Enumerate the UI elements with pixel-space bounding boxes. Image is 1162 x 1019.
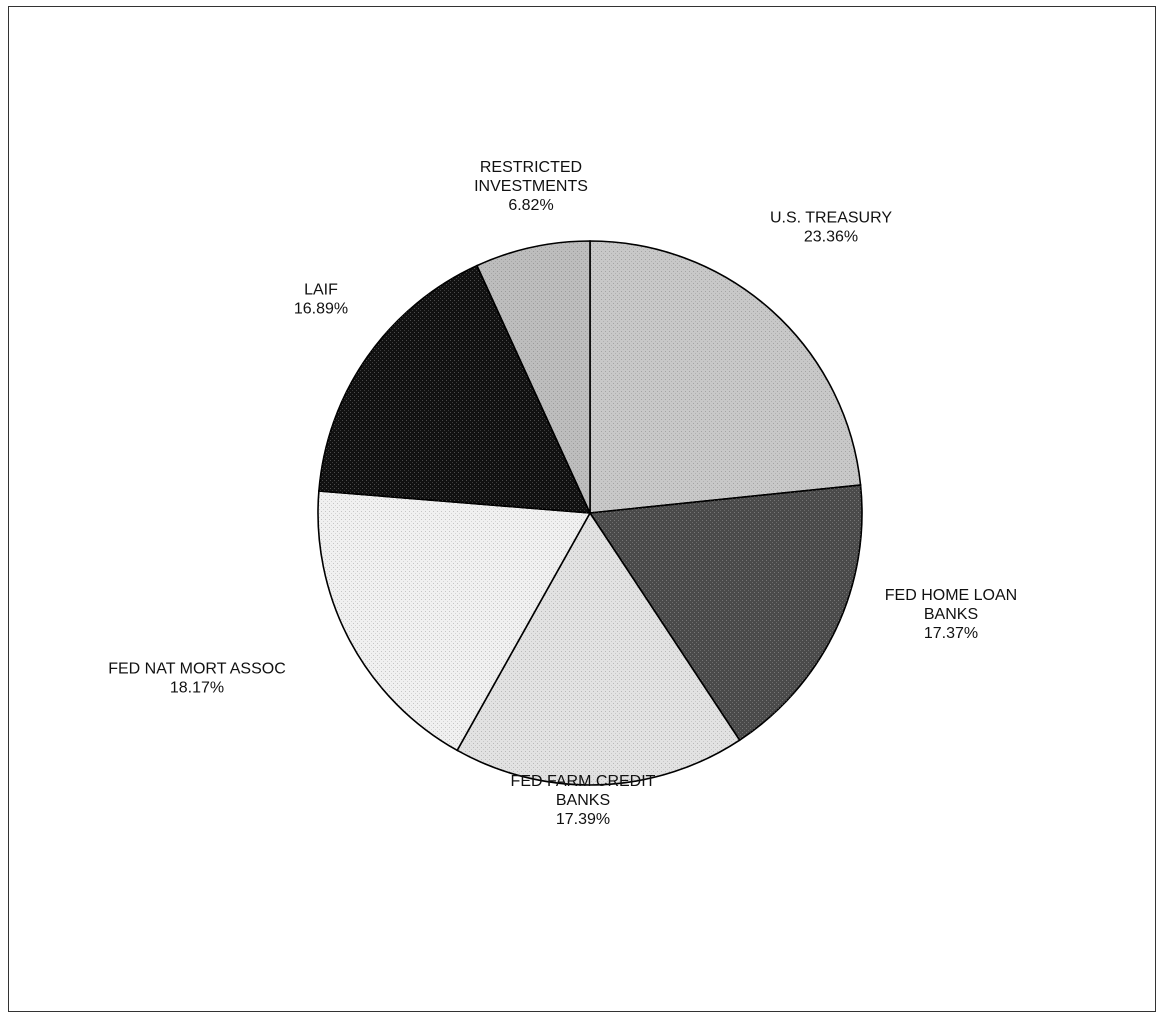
slice-name-label: RESTRICTED xyxy=(480,159,582,176)
slice-label: FED NAT MORT ASSOC 18.17% xyxy=(108,661,286,697)
slice-percent-label: 17.39% xyxy=(556,811,610,828)
pie-slice-6 xyxy=(475,240,591,514)
slice-name-label: FED FARM CREDIT xyxy=(511,773,656,790)
slice-percent-label: 17.37% xyxy=(924,625,978,642)
pie-slices xyxy=(317,240,863,786)
slice-name-label: LAIF xyxy=(304,282,338,299)
pie-chart: U.S. TREASURY 23.36% FED HOME LOAN BANKS 17.… xyxy=(108,159,1017,828)
pie-slice-5 xyxy=(318,264,592,514)
pie-slice-texture xyxy=(318,265,590,513)
slice-label: RESTRICTED INVESTMENTS 6.82% xyxy=(474,159,588,214)
chart-frame: U.S. TREASURY 23.36% FED HOME LOAN BANKS 17.… xyxy=(8,6,1156,1012)
slice-label: FED HOME LOAN BANKS 17.37% xyxy=(885,587,1017,642)
slice-name-label: FED HOME LOAN xyxy=(885,587,1017,604)
pie-slice-1 xyxy=(589,240,862,514)
slice-label: FED FARM CREDIT BANKS 17.39% xyxy=(511,773,656,828)
slice-percent-label: 6.82% xyxy=(508,197,553,214)
slice-name-label: U.S. TREASURY xyxy=(770,210,892,227)
pie-slice-texture xyxy=(457,513,740,785)
slice-name-label: BANKS xyxy=(556,792,610,809)
slice-name-label: FED NAT MORT ASSOC xyxy=(108,661,286,678)
slice-percent-label: 16.89% xyxy=(294,301,348,318)
pie-slice-2 xyxy=(588,484,863,742)
pie-slice-texture xyxy=(317,490,590,751)
pie-slice-3 xyxy=(456,511,741,786)
pie-slice-texture xyxy=(476,241,590,513)
slice-label: U.S. TREASURY 23.36% xyxy=(770,210,892,246)
slice-label: LAIF 16.89% xyxy=(294,282,348,318)
pie-labels: U.S. TREASURY 23.36% FED HOME LOAN BANKS 17.… xyxy=(108,159,1017,828)
pie-slice-texture xyxy=(590,485,863,741)
slice-percent-label: 18.17% xyxy=(170,680,224,697)
slice-percent-label: 23.36% xyxy=(804,229,858,246)
slice-name-label: INVESTMENTS xyxy=(474,178,588,195)
slice-name-label: BANKS xyxy=(924,606,978,623)
pie-slice-4 xyxy=(317,490,592,752)
pie-slice-texture xyxy=(590,241,861,513)
